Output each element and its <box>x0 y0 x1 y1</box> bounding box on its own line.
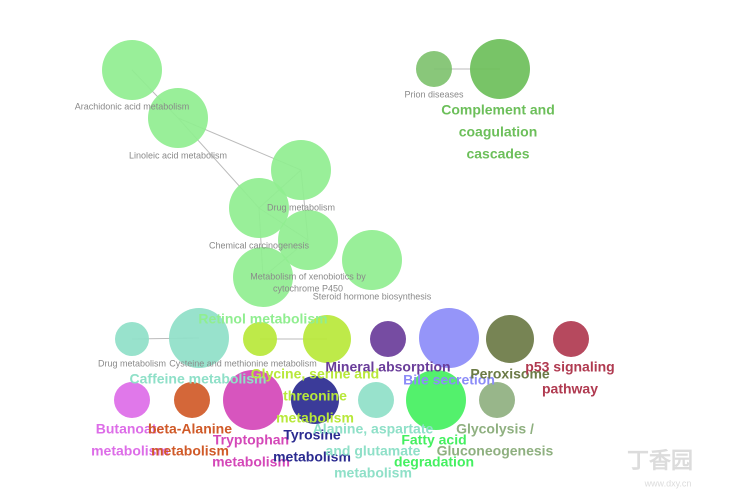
node <box>553 321 589 357</box>
node-label: beta-Alanine <box>148 421 232 437</box>
labels: Arachidonic acid metabolism Linoleic acid… <box>75 89 615 480</box>
node <box>148 88 208 148</box>
node-label: degradation <box>394 454 474 470</box>
node-label: coagulation <box>459 124 538 140</box>
node-label: Glycolysis / <box>456 421 534 437</box>
node <box>169 308 229 368</box>
node-label: Retinol metabolism <box>198 311 327 327</box>
node <box>370 321 406 357</box>
node-label: Fatty acid <box>401 432 466 448</box>
node <box>470 39 530 99</box>
node <box>486 315 534 363</box>
node <box>303 315 351 363</box>
node-label: Drug metabolism <box>98 358 166 368</box>
node-label: Gluconeogenesis <box>437 443 554 459</box>
node-label: metabolism <box>91 443 169 459</box>
node-label: Peroxisome <box>470 366 550 382</box>
node-label: Tryptophan <box>213 432 289 448</box>
node <box>243 322 277 356</box>
node-label: metabolism <box>276 410 354 426</box>
node <box>102 40 162 100</box>
node-label: threonine <box>283 388 347 404</box>
node-label: Linoleic acid metabolism <box>129 150 227 160</box>
node-label: Mineral absorption <box>325 359 450 375</box>
node <box>291 376 339 424</box>
node <box>416 51 452 87</box>
node-label: metabolism <box>212 454 290 470</box>
node-label: metabolism <box>151 443 229 459</box>
node-label: metabolism <box>273 449 351 465</box>
node-label: and glutamate <box>326 443 421 459</box>
node <box>229 178 289 238</box>
node-label: Steroid hormone biosynthesis <box>313 291 432 301</box>
node-label: Prion diseases <box>404 89 464 99</box>
watermark-url: www.dxy.cn <box>644 478 692 488</box>
node-label: Cysteine and methionine metabolism <box>169 358 317 368</box>
node-label: Complement and <box>441 102 555 118</box>
node-label: Metabolism of xenobiotics by <box>250 271 366 281</box>
node-label: Glycine, serine and <box>251 366 379 382</box>
node <box>174 382 210 418</box>
node <box>278 210 338 270</box>
node-label: Drug metabolism <box>267 202 335 212</box>
node <box>406 370 466 430</box>
node <box>358 382 394 418</box>
node-label: Caffeine metabolism <box>130 371 267 387</box>
node <box>115 322 149 356</box>
node-label: cytochrome P450 <box>273 283 343 293</box>
node-label: Alanine, aspartate <box>313 421 434 437</box>
node-label: p53 signaling <box>525 359 614 375</box>
node-label: cascades <box>466 146 529 162</box>
node <box>271 140 331 200</box>
node <box>419 308 479 368</box>
node-label: Tyrosine <box>283 427 341 443</box>
node <box>342 230 402 290</box>
node <box>479 382 515 418</box>
node-label: Bile secretion <box>403 372 495 388</box>
node-label: Chemical carcinogenesis <box>209 240 310 250</box>
node-label: pathway <box>542 381 598 397</box>
nodes <box>102 39 589 430</box>
node <box>114 382 150 418</box>
node-label: metabolism <box>334 465 412 481</box>
node-label: Arachidonic acid metabolism <box>75 101 190 111</box>
node <box>233 247 293 307</box>
watermark: 丁香园 <box>627 448 693 473</box>
node-label: Butanoate <box>96 421 165 437</box>
node <box>223 370 283 430</box>
